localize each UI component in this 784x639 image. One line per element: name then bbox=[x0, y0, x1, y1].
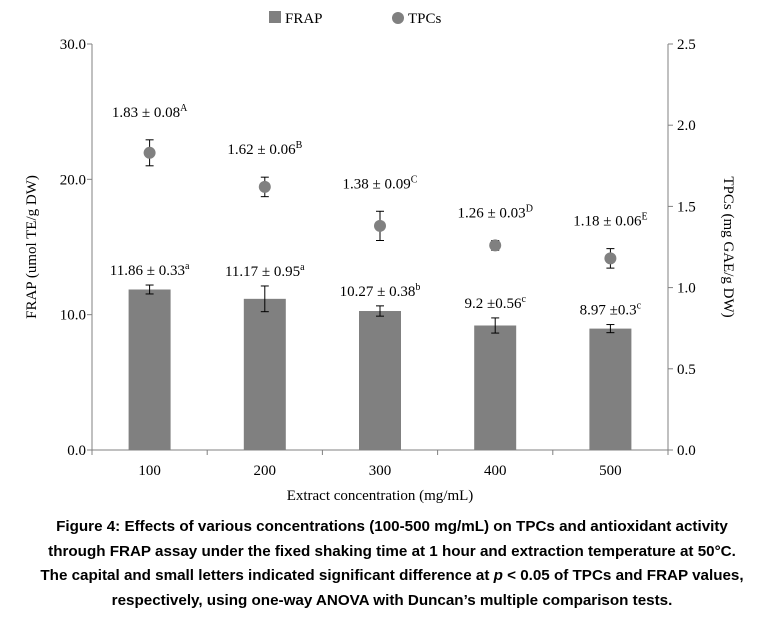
tpcs-data-label: 1.83 ± 0.08A bbox=[112, 103, 188, 121]
frap-data-label-value: 8.97 ±0.3 bbox=[580, 303, 637, 319]
x-axis-title: Extract concentration (mg/mL) bbox=[287, 488, 474, 504]
frap-data-label-value: 11.17 ± 0.95 bbox=[225, 264, 300, 280]
frap-data-label: 11.17 ± 0.95a bbox=[225, 262, 305, 280]
caption-line-4: respectively, using one-way ANOVA with D… bbox=[111, 591, 673, 609]
tpcs-point bbox=[258, 180, 271, 193]
frap-data-label: 11.86 ± 0.33a bbox=[110, 261, 190, 279]
right-tick-label: 0.5 bbox=[677, 362, 696, 378]
left-tick-label: 0.0 bbox=[67, 443, 86, 459]
caption-line-3-post: < 0.05 of TPCs and FRAP values, bbox=[502, 567, 744, 584]
legend-swatch-tpcs bbox=[392, 12, 404, 24]
tpcs-point bbox=[489, 239, 502, 252]
legend-label-frap: FRAP bbox=[285, 11, 323, 27]
frap-data-label-value: 10.27 ± 0.38 bbox=[340, 284, 416, 300]
tpcs-data-label: 1.38 ± 0.09C bbox=[343, 174, 418, 192]
caption-p-symbol: p bbox=[493, 567, 503, 584]
figure-caption: Figure 4: Effects of various concentrati… bbox=[0, 515, 784, 613]
tpcs-data-label-letter: C bbox=[411, 174, 418, 185]
tpcs-data-label-letter: A bbox=[180, 103, 188, 114]
right-axis-title: TPCs (mg GAE/g DW) bbox=[720, 176, 736, 317]
tpcs-data-label: 1.62 ± 0.06B bbox=[227, 140, 302, 158]
frap-bar bbox=[589, 328, 632, 450]
tpcs-point bbox=[143, 146, 156, 159]
tpcs-data-label-letter: E bbox=[641, 212, 647, 223]
right-tick-label: 1.0 bbox=[677, 281, 696, 297]
tpcs-point bbox=[374, 219, 386, 232]
caption-line-2: through FRAP assay under the fixed shaki… bbox=[48, 542, 736, 560]
x-tick-label: 500 bbox=[599, 463, 622, 479]
left-axis-title: FRAP (umol TE/g DW) bbox=[24, 175, 40, 319]
legend-label-tpcs: TPCs bbox=[408, 11, 442, 27]
right-tick-label: 1.5 bbox=[677, 199, 696, 215]
frap-bar bbox=[359, 311, 401, 450]
x-tick-label: 400 bbox=[484, 463, 507, 479]
frap-data-label-letter: a bbox=[300, 262, 305, 273]
chart-canvas: FRAP TPCs 0.0 10.0 20.0 30.0 0.0 0.5 1.0 1.5 2.0 2… bbox=[24, 11, 736, 504]
legend: FRAP TPCs bbox=[269, 11, 442, 27]
axes: 0.0 10.0 20.0 30.0 0.0 0.5 1.0 1.5 2.0 2.5 100 200 3… bbox=[24, 37, 736, 504]
tpcs-data-label-value: 1.83 ± 0.08 bbox=[112, 105, 180, 121]
frap-bars bbox=[128, 284, 632, 450]
tpcs-data-label-value: 1.38 ± 0.09 bbox=[343, 176, 411, 192]
frap-data-label-letter: c bbox=[521, 294, 526, 305]
right-tick-label: 2.5 bbox=[677, 37, 696, 53]
frap-data-label-value: 11.86 ± 0.33 bbox=[110, 263, 185, 279]
frap-bar bbox=[128, 289, 171, 450]
x-tick-label: 100 bbox=[138, 463, 161, 479]
frap-data-label-value: 9.2 ±0.56 bbox=[464, 296, 521, 312]
right-tick-label: 0.0 bbox=[677, 443, 696, 459]
right-tick-label: 2.0 bbox=[677, 118, 696, 134]
caption-line-1: Figure 4: Effects of various concentrati… bbox=[56, 518, 728, 535]
tpcs-data-label-value: 1.62 ± 0.06 bbox=[227, 142, 296, 158]
tpcs-data-label-value: 1.26 ± 0.03 bbox=[457, 206, 525, 222]
x-tick-label: 200 bbox=[254, 463, 277, 479]
tpcs-data-label-value: 1.18 ± 0.06 bbox=[573, 214, 642, 230]
caption-line-3-pre: The capital and small letters indicated … bbox=[40, 567, 494, 584]
left-tick-label: 10.0 bbox=[60, 308, 86, 324]
frap-data-label: 9.2 ±0.56c bbox=[464, 294, 526, 312]
frap-data-label: 8.97 ±0.3c bbox=[580, 301, 642, 319]
tpcs-data-label: 1.26 ± 0.03D bbox=[457, 204, 532, 222]
frap-bar bbox=[474, 325, 517, 450]
frap-bar bbox=[243, 298, 286, 450]
left-tick-label: 20.0 bbox=[60, 172, 86, 188]
frap-data-label-letter: b bbox=[415, 282, 420, 293]
tpcs-points bbox=[143, 139, 617, 269]
tpcs-data-label-letter: D bbox=[526, 204, 533, 215]
tpcs-data-label: 1.18 ± 0.06E bbox=[573, 212, 647, 230]
x-tick-label: 300 bbox=[369, 463, 392, 479]
frap-data-label-letter: a bbox=[185, 261, 190, 272]
frap-data-label: 10.27 ± 0.38b bbox=[340, 282, 421, 300]
tpcs-point bbox=[604, 252, 617, 265]
tpcs-data-label-letter: B bbox=[296, 140, 303, 151]
frap-data-label-letter: c bbox=[637, 301, 642, 312]
caption-line-3: The capital and small letters indicated … bbox=[0, 564, 784, 589]
left-tick-label: 30.0 bbox=[60, 37, 86, 53]
legend-swatch-frap bbox=[269, 11, 281, 23]
